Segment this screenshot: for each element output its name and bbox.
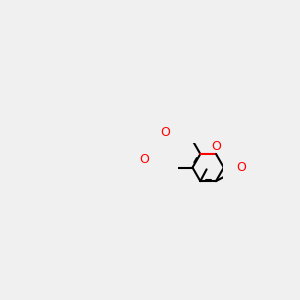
Text: O: O [236,161,246,174]
Text: O: O [139,154,149,166]
Text: O: O [211,140,221,153]
Text: O: O [160,126,170,139]
